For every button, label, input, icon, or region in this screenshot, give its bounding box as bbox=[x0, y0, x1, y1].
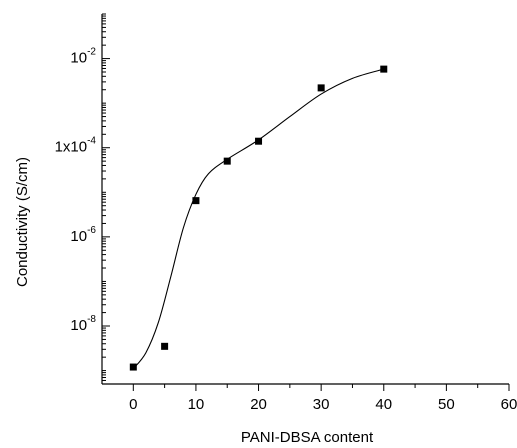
marker-layer bbox=[129, 65, 388, 371]
x-tick-label: 60 bbox=[501, 396, 517, 413]
y-axis-title: Conductivity (S/cm) bbox=[14, 157, 31, 287]
x-tick-label: 0 bbox=[129, 396, 137, 413]
data-point bbox=[380, 65, 388, 73]
data-point bbox=[192, 197, 200, 205]
x-tick-label: 50 bbox=[438, 396, 455, 413]
data-point bbox=[223, 157, 231, 165]
data-point bbox=[129, 363, 137, 371]
y-tick-label: 10-8 bbox=[70, 314, 96, 334]
x-tick-label: 30 bbox=[313, 396, 330, 413]
y-tick-label: 10-2 bbox=[70, 47, 96, 67]
x-ticks: 0 10 20 30 40 50 60 bbox=[129, 384, 517, 413]
x-axis-title: PANI-DBSA content bbox=[241, 429, 374, 446]
y-tick-label: 1x10-4 bbox=[55, 136, 97, 156]
fit-curve bbox=[132, 68, 384, 370]
x-tick-label: 20 bbox=[250, 396, 267, 413]
data-point bbox=[161, 342, 169, 350]
y-tick-label: 10-6 bbox=[70, 225, 96, 245]
x-tick-label: 40 bbox=[375, 396, 392, 413]
data-point bbox=[255, 137, 263, 145]
plot-frame bbox=[101, 14, 509, 385]
curve-layer bbox=[132, 68, 384, 370]
x-tick-label: 10 bbox=[188, 396, 205, 413]
y-ticks: 10-8 10-6 1x10-4 10-2 bbox=[55, 13, 110, 385]
data-point bbox=[317, 84, 325, 92]
